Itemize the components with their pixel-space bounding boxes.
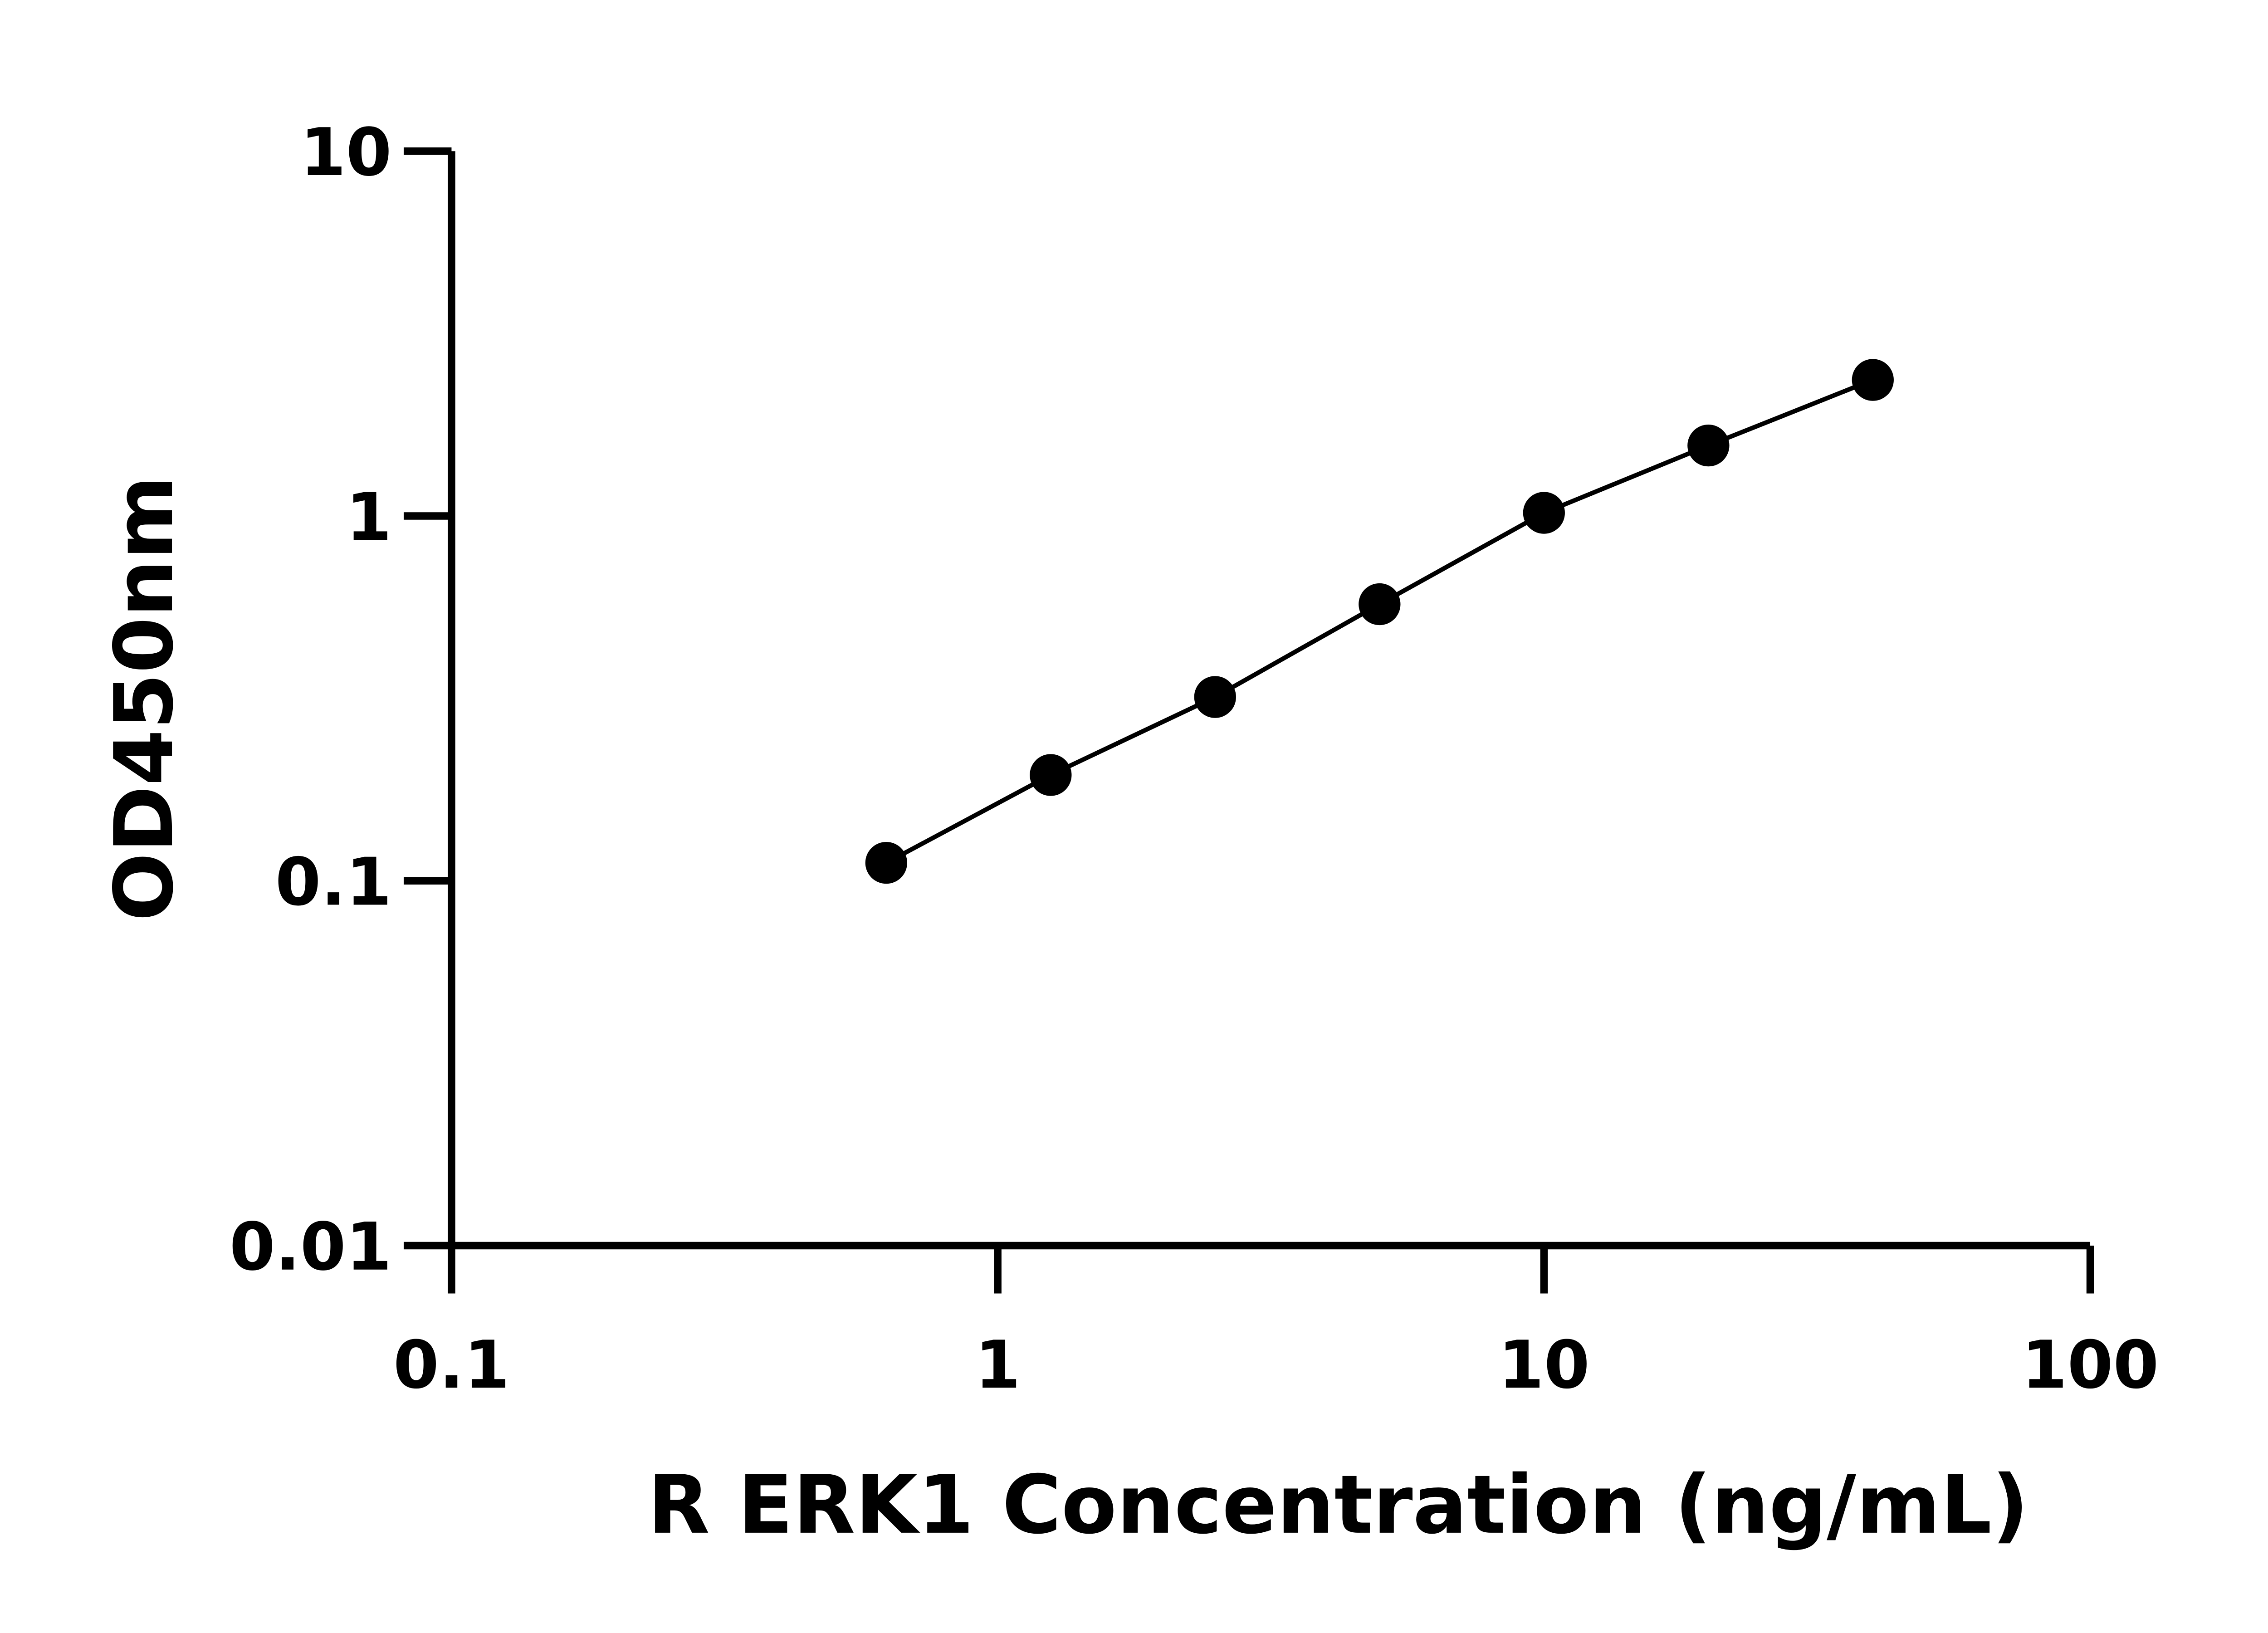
data-series (865, 359, 1894, 884)
x-axis-label: R ERK1 Concentration (ng/mL) (648, 1458, 2029, 1552)
data-point (1359, 583, 1401, 626)
x-tick-label: 100 (2022, 1327, 2159, 1403)
y-tick-label: 1 (346, 479, 392, 556)
data-point (1852, 359, 1894, 401)
y-tick-label: 10 (300, 114, 392, 191)
data-point (1687, 425, 1730, 467)
data-point (1194, 676, 1236, 718)
data-point (1030, 754, 1072, 796)
x-tick-label: 10 (1498, 1327, 1590, 1403)
y-axis-label: OD450nm (97, 475, 191, 921)
x-tick-label: 1 (975, 1327, 1021, 1403)
y-tick-label: 0.01 (230, 1209, 392, 1286)
x-tick-label: 0.1 (393, 1327, 510, 1403)
y-tick-label: 0.1 (275, 844, 392, 920)
data-point (865, 842, 907, 884)
data-point (1523, 492, 1565, 534)
